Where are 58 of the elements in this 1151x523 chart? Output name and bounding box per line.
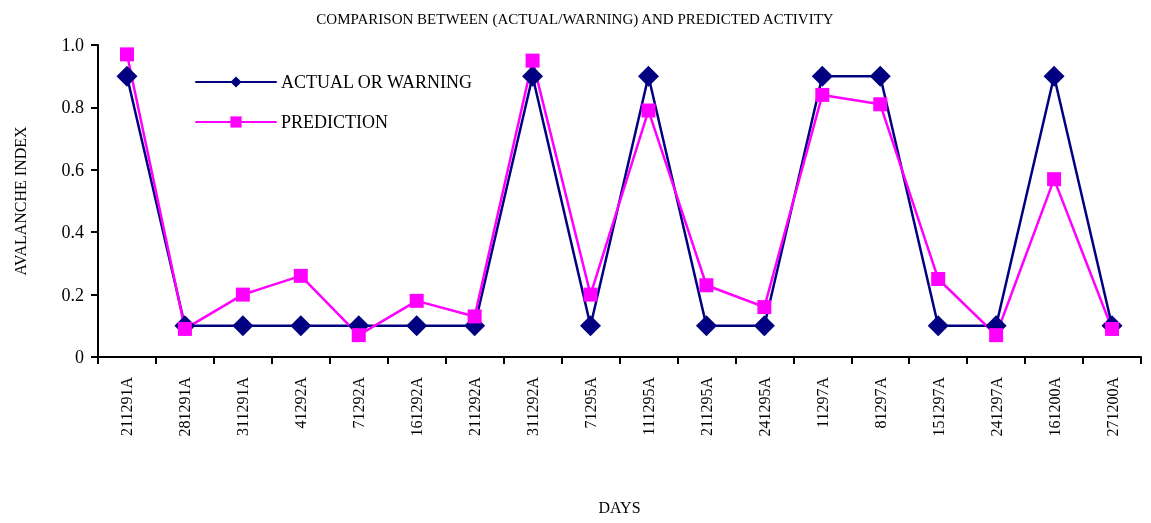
x-tick-label: 211291A [118,376,136,436]
point [811,65,833,87]
point [232,315,254,337]
point [699,278,714,293]
y-tick-label: 0.4 [61,222,84,243]
point [116,65,138,87]
x-tick-label: 41292A [292,376,310,429]
y-tick-label: 0.8 [61,97,84,118]
point [757,300,772,315]
x-tick-label: 241295A [755,376,773,437]
point [815,87,830,102]
y-tick-label: 0.2 [61,284,84,305]
x-tick-label: 211292A [466,376,484,436]
y-tick-label: 0.6 [61,159,84,180]
x-tick-label: 71295A [582,376,600,429]
point [351,328,366,343]
y-tick-label: 1.0 [61,35,84,55]
point [406,315,428,337]
x-tick-label: 311291A [234,376,252,436]
point [467,309,482,324]
x-tick-label: 161292A [408,376,426,437]
x-tick-label: 211295A [697,376,715,436]
point [409,293,424,308]
point [641,103,656,118]
point [637,65,659,87]
point [1047,172,1062,187]
x-tick-label: 161200A [1045,376,1063,437]
y-tick-label: 0 [75,347,84,367]
y-axis-title: AVALANCHE INDEX [11,125,29,276]
x-tick-label: 71292A [350,376,368,429]
x-tick-label: 271200A [1103,376,1121,437]
point [235,287,250,302]
point [695,315,717,337]
legend-label: ACTUAL OR WARNING [281,72,472,92]
x-tick-label: 11297A [813,376,831,428]
point [580,315,602,337]
point [119,47,134,62]
point [293,268,308,283]
point [525,53,540,68]
point [522,65,544,87]
legend-label: PREDICTION [281,112,388,132]
point [931,272,946,286]
x-axis-title: DAYS [598,498,641,516]
chart-title: COMPARISON BETWEEN (ACTUAL/WARNING) AND PREDICTED ACTIVITY [316,10,834,28]
x-tick-label: 311292A [524,376,542,436]
point [1043,65,1065,87]
x-tick-label: 151297A [929,376,947,437]
point [927,315,949,337]
point [873,97,888,112]
point [869,65,891,87]
x-tick-label: 111295A [639,376,657,436]
point [290,315,312,337]
point [753,315,775,337]
x-tick-label: 241297A [987,376,1005,437]
x-tick-label: 81297A [871,376,889,429]
point [989,328,1004,343]
point [583,287,598,302]
x-tick-label: 281291A [176,376,194,437]
